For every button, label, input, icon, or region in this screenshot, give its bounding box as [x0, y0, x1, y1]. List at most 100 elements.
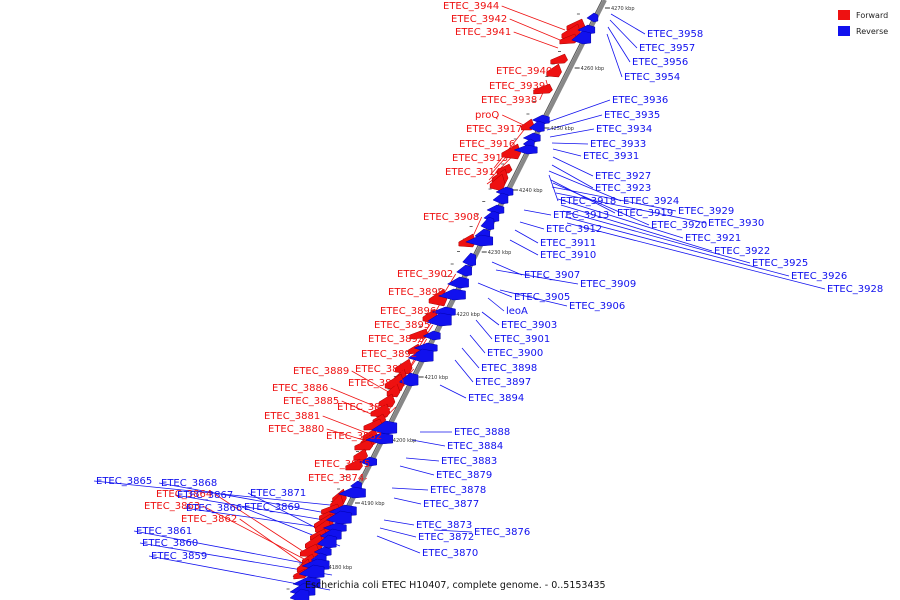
reverse-gene-feature: [462, 252, 476, 267]
forward-gene-feature: [496, 163, 513, 175]
gene-label: ETEC_3897: [475, 377, 531, 388]
tick-label: 4210 kbp: [425, 375, 449, 381]
gene-label: ETEC_3926: [791, 271, 847, 282]
leader-line: [495, 269, 579, 285]
gene-label: ETEC_3915: [452, 153, 508, 164]
leader-line: [481, 311, 500, 326]
leader-line: [477, 282, 513, 298]
forward-gene-feature: [370, 403, 391, 418]
gene-label: ETEC_3879: [436, 470, 492, 481]
leader-line: [552, 156, 594, 177]
gene-label: ETEC_3899: [388, 287, 444, 298]
forward-gene-feature: [533, 83, 553, 95]
gene-label: ETEC_3874: [308, 473, 364, 484]
gene-label: ETEC_3863: [144, 501, 200, 512]
gene-label: ETEC_3893: [368, 334, 424, 345]
reverse-gene-feature: [456, 264, 472, 277]
leader-line: [376, 535, 421, 554]
leader-line: [133, 530, 331, 569]
leader-line: [393, 497, 422, 505]
leader-line: [501, 5, 566, 31]
leader-line: [411, 439, 446, 447]
gene-label: ETEC_3929: [678, 206, 734, 217]
forward-gene-feature: [550, 53, 569, 65]
gene-label: ETEC_3877: [423, 499, 479, 510]
leader-line: [555, 192, 707, 224]
leader-line: [202, 505, 307, 561]
gene-label: ETEC_3883: [441, 456, 497, 467]
gene-label: ETEC_3938: [481, 95, 537, 106]
gene-label: ETEC_3901: [494, 334, 550, 345]
leader-line: [158, 482, 333, 515]
gene-label: ETEC_3872: [418, 532, 474, 543]
gene-label: ETEC_3890: [348, 378, 404, 389]
gene-label: proQ: [475, 110, 499, 121]
gene-label: ETEC_3920: [651, 220, 707, 231]
leader-line: [174, 494, 337, 523]
gene-label: ETEC_3864: [156, 489, 212, 500]
tick-label: 4180 kbp: [329, 565, 353, 571]
tick-label: 4260 kbp: [581, 66, 605, 72]
gene-label: ETEC_3887: [337, 402, 393, 413]
gene-label: ETEC_3916: [459, 139, 515, 150]
gene-label: ETEC_3927: [595, 171, 651, 182]
leader-line: [330, 387, 385, 411]
tick-label: 4230 kbp: [488, 250, 512, 256]
leader-line: [491, 261, 523, 276]
reverse-gene-feature: [289, 588, 310, 600]
reverse-gene-feature: [480, 216, 495, 231]
reverse-gene-feature: [407, 348, 434, 363]
gene-label: ETEC_3933: [590, 139, 646, 150]
gene-label: ETEC_3944: [443, 1, 499, 12]
leader-line: [322, 415, 373, 436]
leader-line: [399, 465, 435, 476]
gene-label: ETEC_3930: [708, 218, 764, 229]
forward-gene-feature: [378, 393, 396, 408]
leader-line: [379, 527, 417, 538]
gene-label: ETEC_3865: [96, 476, 152, 487]
tick-label: 4190 kbp: [361, 501, 385, 507]
gene-label: ETEC_3860: [142, 538, 198, 549]
gene-label: ETEC_3912: [546, 224, 602, 235]
leader-line: [391, 487, 429, 491]
gene-label: ETEC_3924: [623, 196, 679, 207]
gene-label: ETEC_3862: [181, 514, 237, 525]
leader-line: [383, 519, 415, 526]
gene-label: ETEC_3957: [639, 43, 695, 54]
leader-line: [214, 493, 305, 553]
backbone-edge: [298, 0, 603, 600]
gene-label: ETEC_3900: [487, 348, 543, 359]
gene-label: ETEC_3878: [430, 485, 486, 496]
gene-label: ETEC_3859: [151, 551, 207, 562]
leader-line: [566, 222, 826, 290]
reverse-gene-feature: [365, 432, 394, 445]
reverse-gene-feature: [446, 276, 469, 289]
leader-line: [439, 384, 467, 399]
gene-label: ETEC_3918: [560, 196, 616, 207]
leader-line: [557, 198, 684, 239]
legend-reverse-swatch: [838, 26, 850, 36]
gene-label: ETEC_3914: [445, 167, 501, 178]
tick-label: 4240 kbp: [519, 188, 543, 194]
gene-label: ETEC_3925: [752, 258, 808, 269]
gene-label: leoA: [506, 306, 528, 317]
gene-label: ETEC_3913: [553, 210, 609, 221]
gene-label: ETEC_3895: [374, 320, 430, 331]
gene-label: ETEC_3881: [264, 411, 320, 422]
gene-label: ETEC_3910: [540, 250, 596, 261]
reverse-gene-feature: [571, 30, 592, 45]
gene-label: ETEC_3956: [632, 57, 688, 68]
leader-line: [433, 529, 473, 533]
gene-label: ETEC_3935: [604, 110, 660, 121]
gene-label: ETEC_3958: [647, 29, 703, 40]
gene-label: ETEC_3906: [569, 301, 625, 312]
leader-line: [469, 334, 486, 354]
leader-line: [551, 142, 589, 145]
leader-line: [454, 359, 474, 383]
leader-line: [548, 174, 559, 202]
leader-line: [607, 26, 631, 63]
gene-label: ETEC_3907: [524, 270, 580, 281]
gene-label: ETEC_3941: [455, 27, 511, 38]
gene-label: ETEC_3894: [468, 393, 524, 404]
reverse-gene-feature: [316, 534, 337, 549]
